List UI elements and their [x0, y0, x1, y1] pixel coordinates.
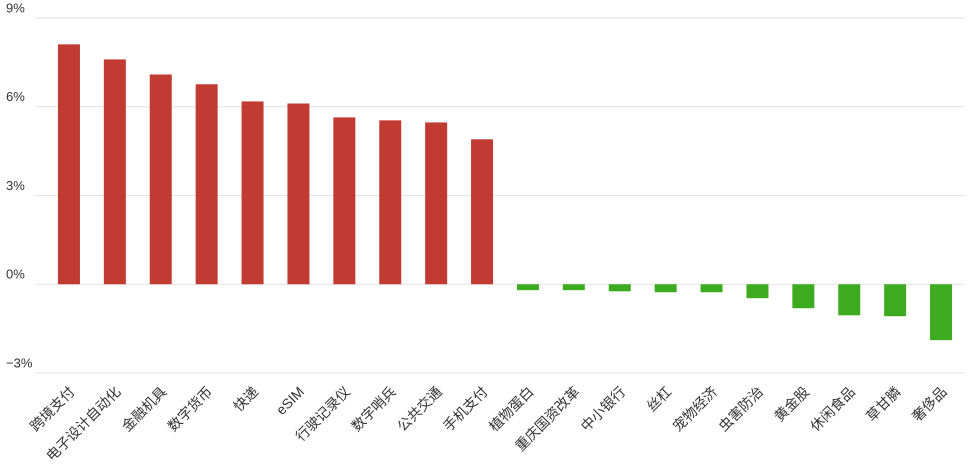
bar [103, 59, 126, 285]
bar [792, 284, 815, 309]
x-tick-label: 手机支付 [440, 383, 491, 434]
x-tick-label: eSIM [273, 383, 307, 417]
x-tick-label: 丝杠 [643, 383, 674, 414]
y-tick-label: 6% [6, 89, 25, 104]
bar [700, 284, 723, 293]
bar [425, 122, 448, 285]
x-tick-label: 快递 [230, 383, 261, 414]
x-tick-label: 中小银行 [578, 383, 629, 434]
bar [654, 284, 677, 293]
bar [746, 284, 769, 299]
x-tick-label: 公共交通 [394, 383, 445, 434]
y-tick-label: 9% [6, 0, 25, 15]
bar [930, 284, 953, 341]
x-tick-label: 休闲食品 [807, 383, 858, 434]
bar [516, 284, 539, 291]
bar [838, 284, 861, 316]
bar [195, 84, 218, 285]
bar [149, 74, 172, 285]
x-tick-label: 虫害防治 [715, 383, 766, 434]
x-tick-label: 草甘膦 [863, 383, 904, 424]
x-tick-label: 金融机具 [119, 383, 170, 434]
y-tick-label: −3% [6, 355, 33, 370]
bar [379, 120, 402, 285]
bar [884, 284, 907, 317]
x-tick-label: 数字货币 [164, 383, 215, 434]
x-tick-label: 黄金股 [771, 383, 812, 424]
y-tick-label: 3% [6, 178, 25, 193]
bar [562, 284, 585, 291]
bar [287, 103, 310, 285]
x-tick-label: 奢侈品 [909, 383, 950, 424]
bar [333, 117, 356, 285]
bar [57, 44, 80, 285]
bar [241, 101, 264, 285]
bar [471, 139, 494, 285]
y-tick-label: 0% [6, 267, 25, 282]
bar [608, 284, 631, 292]
x-tick-label: 宠物经济 [669, 383, 720, 434]
x-tick-label: 数字哨兵 [348, 383, 399, 434]
